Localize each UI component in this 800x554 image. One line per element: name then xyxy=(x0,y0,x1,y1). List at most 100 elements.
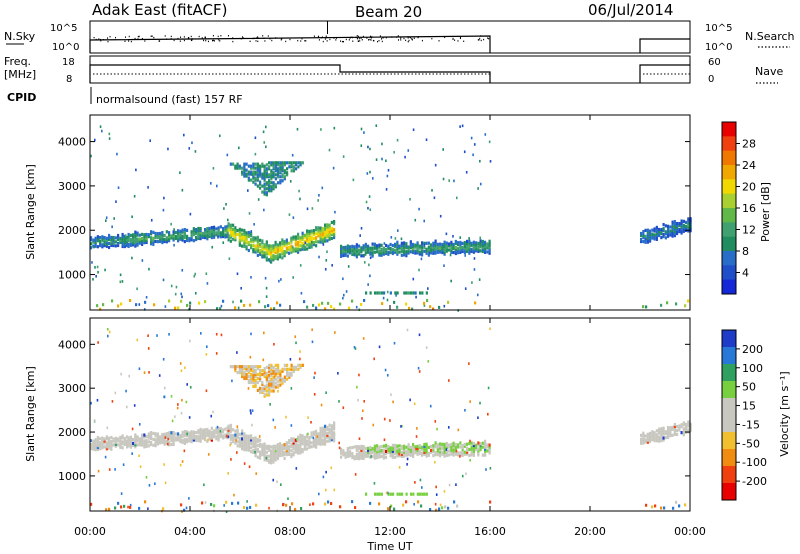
scatter-cell xyxy=(93,245,95,249)
heatmap-cell xyxy=(121,436,124,440)
heatmap-cell xyxy=(297,244,300,248)
scatter-cell xyxy=(342,277,344,281)
heatmap-cell xyxy=(319,240,322,244)
heatmap-cell xyxy=(108,237,111,242)
heatmap-cell xyxy=(292,443,295,447)
heatmap-cell xyxy=(172,436,175,441)
heatmap-cell xyxy=(254,162,257,166)
heatmap-cell xyxy=(268,175,271,179)
heatmap-cell xyxy=(259,174,262,178)
nsky-point xyxy=(438,40,440,42)
heatmap-cell xyxy=(319,226,322,230)
heatmap-cell xyxy=(215,231,218,235)
heatmap-cell xyxy=(272,183,275,187)
heatmap-cell xyxy=(281,449,284,453)
heatmap-cell xyxy=(376,246,379,250)
ground-cell xyxy=(369,501,372,505)
ground-cell xyxy=(231,501,234,505)
heatmap-cell xyxy=(136,437,139,441)
heatmap-cell xyxy=(430,245,433,249)
heatmap-cell xyxy=(436,248,439,252)
heatmap-cell xyxy=(217,432,220,436)
heatmap-cell xyxy=(172,236,175,240)
heatmap-cell xyxy=(263,253,266,257)
heatmap-cell xyxy=(671,220,674,224)
heatmap-cell xyxy=(114,444,117,448)
heatmap-cell xyxy=(168,437,171,441)
heatmap-cell xyxy=(658,229,661,234)
heatmap-cell xyxy=(662,232,665,237)
scatter-cell xyxy=(148,371,150,374)
heatmap-cell xyxy=(315,431,318,435)
heatmap-cell xyxy=(452,441,455,445)
heatmap-cell xyxy=(448,443,451,447)
heatmap-cell xyxy=(279,448,282,452)
heatmap-cell xyxy=(450,446,453,450)
heatmap-cell xyxy=(342,249,345,254)
heatmap-cell xyxy=(369,445,372,450)
heatmap-cell xyxy=(254,436,257,440)
heatmap-cell xyxy=(243,376,246,381)
heatmap-cell xyxy=(270,254,273,258)
scatter-cell xyxy=(355,305,358,309)
scatter-cell xyxy=(223,207,225,210)
heatmap-cell xyxy=(210,432,213,436)
scatter-cell xyxy=(154,482,156,486)
heatmap-cell xyxy=(263,454,266,458)
heatmap-cell xyxy=(90,238,93,242)
heatmap-cell xyxy=(466,446,469,450)
heatmap-cell xyxy=(283,177,286,181)
heatmap-cell xyxy=(310,235,313,239)
heatmap-cell xyxy=(170,435,173,439)
ground-cell xyxy=(642,305,645,309)
scatter-cell xyxy=(127,505,129,509)
scatter-cell xyxy=(106,426,109,430)
scatter-cell xyxy=(170,222,172,226)
heatmap-cell xyxy=(412,492,415,496)
heatmap-cell xyxy=(277,367,280,371)
heatmap-cell xyxy=(279,169,282,173)
nsky-point xyxy=(417,36,419,38)
heatmap-cell xyxy=(346,450,349,455)
x-tick-label: 00:00 xyxy=(674,525,706,538)
heatmap-cell xyxy=(190,440,193,444)
heatmap-cell xyxy=(265,175,268,179)
heatmap-cell xyxy=(655,439,658,443)
heatmap-cell xyxy=(281,242,284,246)
heatmap-cell xyxy=(229,162,232,166)
heatmap-cell xyxy=(644,440,647,444)
heatmap-cell xyxy=(407,291,410,295)
nsky-point xyxy=(373,39,375,42)
heatmap-cell xyxy=(671,234,674,238)
heatmap-cell xyxy=(333,233,336,238)
heatmap-cell xyxy=(161,436,164,441)
nsky-point xyxy=(377,40,379,43)
freq-strip: Freq. [MHz] 18 8 60 0 Nave xyxy=(4,55,783,85)
heatmap-cell xyxy=(121,446,124,450)
heatmap-cell xyxy=(215,431,218,435)
heatmap-cell xyxy=(326,231,329,235)
heatmap-cell xyxy=(279,171,282,175)
scatter-cell xyxy=(326,250,328,254)
ground-cell xyxy=(234,306,237,310)
heatmap-cell xyxy=(671,230,674,234)
heatmap-cell xyxy=(346,254,349,258)
heatmap-cell xyxy=(154,438,157,442)
heatmap-cell xyxy=(96,447,99,452)
heatmap-cell xyxy=(369,449,372,454)
heatmap-cell xyxy=(468,245,471,249)
heatmap-cell xyxy=(468,243,471,247)
heatmap-cell xyxy=(301,231,304,235)
heatmap-cell xyxy=(222,226,225,231)
heatmap-cell xyxy=(297,451,300,455)
scatter-cell xyxy=(304,241,307,245)
heatmap-cell xyxy=(660,427,663,431)
heatmap-cell xyxy=(265,393,268,397)
y-tick-label: 1000 xyxy=(58,470,86,483)
heatmap-cell xyxy=(119,238,122,243)
heatmap-cell xyxy=(689,428,692,432)
ground-cell xyxy=(447,506,450,510)
nave-tick-bottom: 0 xyxy=(708,74,714,85)
heatmap-cell xyxy=(328,439,331,443)
heatmap-cell xyxy=(134,240,137,244)
